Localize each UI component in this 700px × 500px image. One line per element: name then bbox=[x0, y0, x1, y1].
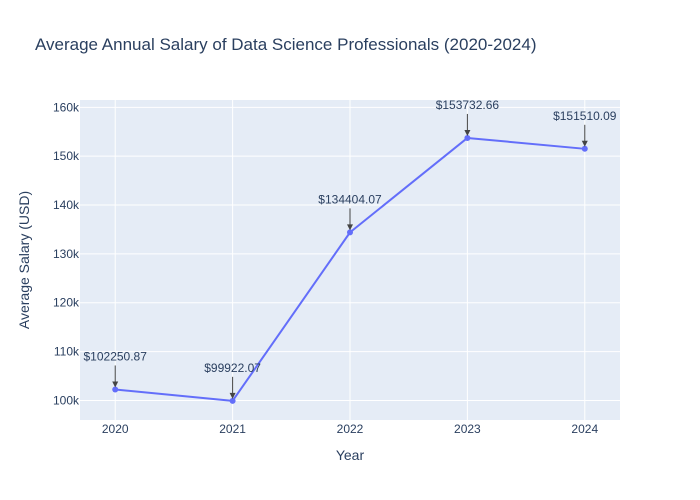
annotation-arrow-head bbox=[464, 129, 471, 136]
data-label: $102250.87 bbox=[84, 349, 148, 363]
x-tick-label: 2020 bbox=[102, 422, 129, 436]
data-label: $151510.09 bbox=[553, 109, 617, 123]
annotation-arrow-head bbox=[229, 392, 236, 399]
axis-layer: 2020 2021 2022 2023 2024 100k 110k 120k 130k 140k… bbox=[53, 100, 598, 436]
data-label: $134404.07 bbox=[318, 192, 382, 206]
data-point bbox=[112, 386, 119, 393]
x-axis-title: Year bbox=[336, 447, 365, 463]
y-tick-label: 120k bbox=[53, 296, 80, 310]
annotation-layer: $102250.87 $99922.07 $134404.07 $153732.66 $… bbox=[84, 98, 617, 399]
y-tick-label: 130k bbox=[53, 247, 80, 261]
annotation-arrow-head bbox=[112, 381, 119, 388]
annotation-arrow-head bbox=[581, 140, 588, 147]
annotation-arrow-head bbox=[347, 224, 353, 231]
data-point bbox=[347, 229, 353, 236]
grid-layer bbox=[80, 100, 620, 420]
data-point bbox=[581, 145, 588, 152]
data-label: $153732.66 bbox=[436, 98, 500, 112]
data-point bbox=[229, 397, 236, 404]
x-tick-label: 2024 bbox=[571, 422, 598, 436]
y-tick-label: 160k bbox=[53, 100, 80, 114]
x-tick-label: 2021 bbox=[219, 422, 246, 436]
data-label: $99922.07 bbox=[204, 361, 261, 375]
y-tick-label: 140k bbox=[53, 198, 80, 212]
y-tick-label: 150k bbox=[53, 149, 80, 163]
y-tick-label: 110k bbox=[54, 345, 80, 359]
data-point bbox=[464, 134, 471, 141]
x-tick-label: 2022 bbox=[337, 422, 364, 436]
y-axis-title: Average Salary (USD) bbox=[16, 191, 32, 329]
series-layer bbox=[112, 134, 588, 404]
x-tick-label: 2023 bbox=[454, 422, 481, 436]
chart-title: Average Annual Salary of Data Science Pr… bbox=[35, 35, 537, 54]
y-tick-label: 100k bbox=[53, 393, 80, 407]
